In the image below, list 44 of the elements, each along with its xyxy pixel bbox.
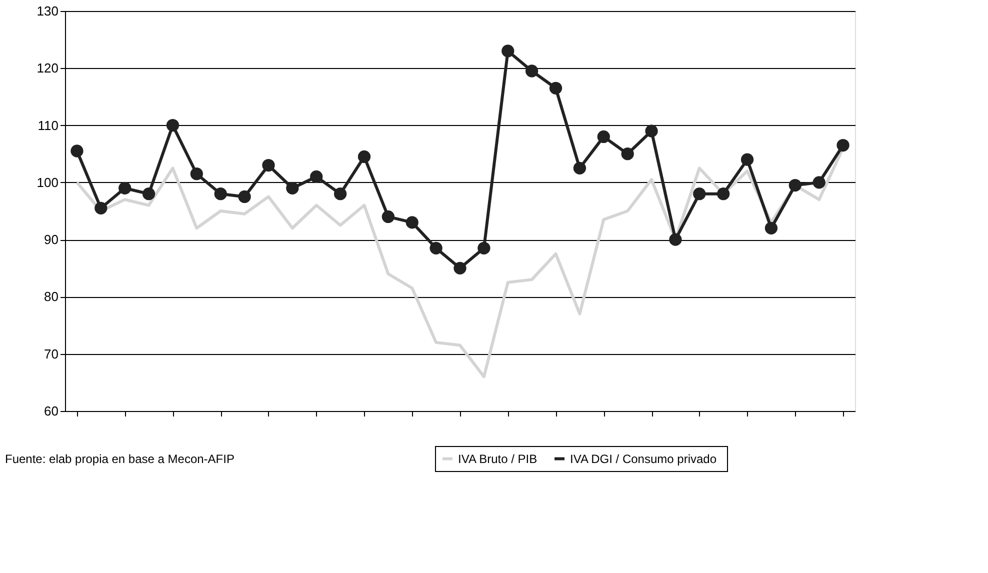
point [717,188,730,200]
point [190,168,203,180]
y-tick-label: 100 [36,174,58,190]
point [334,188,347,200]
legend-label: IVA DGI / Consumo privado [570,452,717,466]
point [310,170,323,184]
point [430,242,442,254]
point [669,233,682,246]
y-tick-label: 90 [44,232,58,248]
point [70,144,84,158]
point [142,188,156,200]
point [621,148,634,160]
point [262,158,275,172]
point [812,176,826,189]
point [597,130,610,144]
point [549,82,562,94]
point [788,178,802,192]
y-tick-label: 80 [44,289,58,304]
point [764,222,778,234]
legend-label: IVA Bruto / PIB [458,452,538,466]
point [573,162,586,174]
y-tick-label: 110 [38,118,58,133]
source-note: Fuente: elab propia en base a Mecon-AFIP [5,452,234,466]
point [118,182,132,194]
point [454,262,466,274]
point [214,188,227,200]
point [382,210,395,224]
point [406,216,418,229]
point [238,190,251,204]
y-tick-label: 130 [36,4,58,18]
point [693,188,706,200]
point [502,44,514,58]
point [836,138,850,152]
y-tick-label: 60 [44,404,58,418]
point [740,153,754,166]
point [358,150,371,164]
y-tick-label: 70 [44,346,58,362]
point [645,124,658,138]
point [286,182,299,194]
y-tick-label: 120 [36,60,58,76]
point [94,202,108,214]
point [478,242,490,254]
point [525,64,538,78]
point [166,118,180,132]
